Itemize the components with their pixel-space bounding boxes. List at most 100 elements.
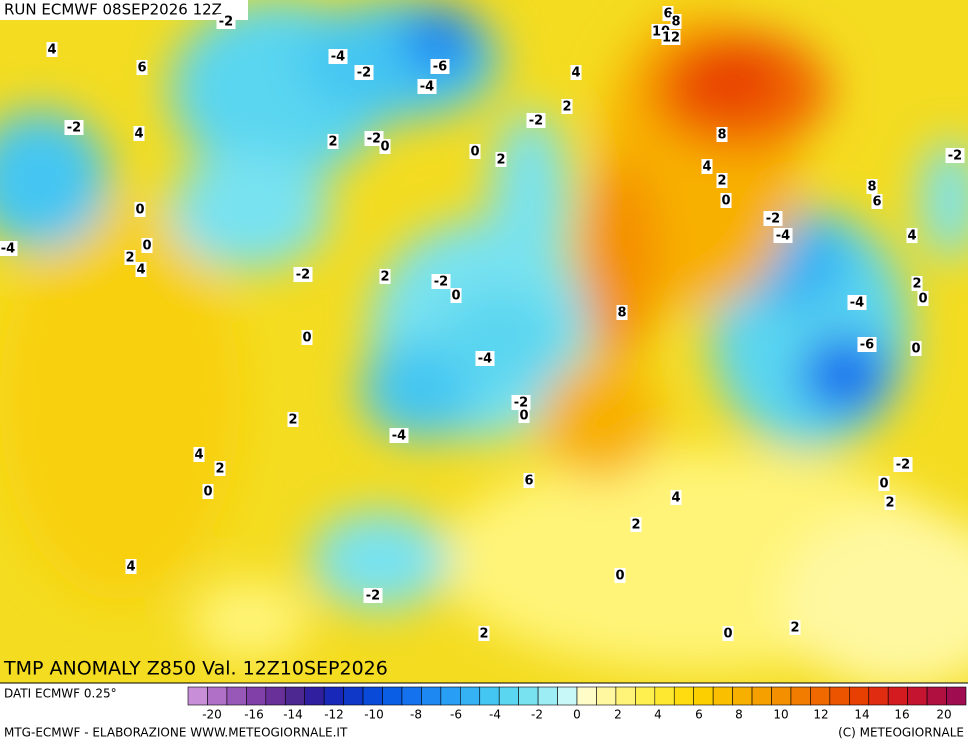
- colorbar-tick-label: 6: [695, 708, 703, 722]
- colorbar-tick-label: 8: [735, 708, 743, 722]
- label-box: [773, 228, 793, 243]
- label-box: [884, 495, 896, 510]
- color-swatch: [693, 686, 714, 706]
- contour-label: 4: [671, 491, 680, 506]
- copyright-label: (C) METEOGIORNALE: [838, 726, 964, 740]
- contour-label: -4: [850, 296, 864, 311]
- label-box: [389, 428, 409, 443]
- label-box: [906, 228, 918, 243]
- contour-label: 8: [867, 180, 876, 195]
- run-label: RUN ECMWF 08SEP2026 12Z: [4, 1, 222, 19]
- contour-label: -2: [896, 458, 910, 473]
- contour-label: -4: [420, 80, 434, 95]
- label-box: [763, 211, 783, 226]
- color-swatch: [284, 686, 306, 706]
- contour-label: -2: [296, 268, 310, 283]
- label-box: [661, 30, 681, 45]
- color-swatch: [265, 686, 286, 706]
- colorbar-tick-label: 2: [614, 708, 622, 722]
- color-swatch: [673, 686, 695, 706]
- contour-label: 0: [203, 485, 212, 500]
- contour-label: 2: [125, 251, 134, 266]
- label-box: [614, 568, 626, 583]
- contour-label: -4: [392, 429, 406, 444]
- label-box: [561, 99, 573, 114]
- label-box: [917, 291, 929, 306]
- colorbar-tick-label: 4: [654, 708, 662, 722]
- label-box: [789, 620, 801, 635]
- label-box: [701, 159, 713, 174]
- color-swatch: [790, 686, 811, 706]
- contour-label: 4: [136, 263, 145, 278]
- color-swatch: [887, 686, 908, 706]
- contour-label: 2: [479, 627, 488, 642]
- color-swatch: [557, 686, 578, 706]
- label-box: [450, 288, 462, 303]
- color-swatch: [440, 686, 461, 706]
- label-box: [125, 559, 137, 574]
- contour-label: 4: [907, 229, 916, 244]
- label-box: [526, 113, 546, 128]
- contour-label: -2: [766, 212, 780, 227]
- contour-label: 0: [135, 203, 144, 218]
- colorbar-tick-label: -16: [244, 708, 264, 722]
- label-box: [720, 193, 732, 208]
- color-swatch: [596, 686, 617, 706]
- label-box: [893, 457, 913, 472]
- label-box: [616, 305, 628, 320]
- label-box: [670, 14, 682, 29]
- contour-label: 2: [790, 621, 799, 636]
- contour-label: 2: [912, 277, 921, 292]
- contour-label: -2: [219, 15, 233, 30]
- label-box: [716, 127, 728, 142]
- contour-label: -4: [478, 352, 492, 367]
- contour-label: 8: [717, 128, 726, 143]
- label-box: [945, 148, 965, 163]
- label-box: [133, 126, 145, 141]
- label-box: [662, 6, 674, 21]
- color-swatch: [635, 686, 656, 706]
- contour-label: 4: [134, 127, 143, 142]
- contour-label: -2: [948, 149, 962, 164]
- color-swatch: [576, 686, 597, 706]
- contour-label: 0: [879, 477, 888, 492]
- contour-label: -2: [367, 132, 381, 147]
- contour-label: 6: [663, 7, 672, 22]
- color-swatch: [459, 686, 481, 706]
- label-box: [293, 267, 313, 282]
- label-box: [379, 139, 391, 154]
- label-box: [64, 120, 84, 135]
- color-swatch: [498, 686, 519, 706]
- color-swatch: [207, 686, 228, 706]
- contour-label: 0: [911, 342, 920, 357]
- map-title: TMP ANOMALY Z850 Val. 12Z10SEP2026: [3, 658, 388, 680]
- label-box: [327, 134, 339, 149]
- color-swatch: [868, 686, 889, 706]
- color-swatch: [421, 686, 442, 706]
- colorbar-tick-label: -4: [489, 708, 501, 722]
- colorbar-tick-label: 14: [854, 708, 869, 722]
- contour-label: 2: [380, 270, 389, 285]
- color-swatch: [246, 686, 267, 706]
- contour-label: 2: [885, 496, 894, 511]
- colorbar-tick-label: 0: [573, 708, 581, 722]
- label-box: [214, 461, 226, 476]
- label-box: [141, 238, 153, 253]
- color-swatch: [323, 686, 344, 706]
- contour-label: 2: [562, 100, 571, 115]
- contour-label: -4: [331, 50, 345, 65]
- color-swatch: [479, 686, 500, 706]
- label-box: [379, 269, 391, 284]
- contour-label: 4: [126, 560, 135, 575]
- contour-label: 0: [615, 569, 624, 584]
- color-swatch: [732, 686, 753, 706]
- label-box: [911, 276, 923, 291]
- contour-label: 8: [671, 15, 680, 30]
- color-swatch: [401, 686, 422, 706]
- contour-label: 0: [918, 292, 927, 307]
- colorbar-tick-label: -8: [410, 708, 422, 722]
- contour-label: 0: [451, 289, 460, 304]
- color-swatch: [362, 686, 383, 706]
- label-box: [328, 49, 348, 64]
